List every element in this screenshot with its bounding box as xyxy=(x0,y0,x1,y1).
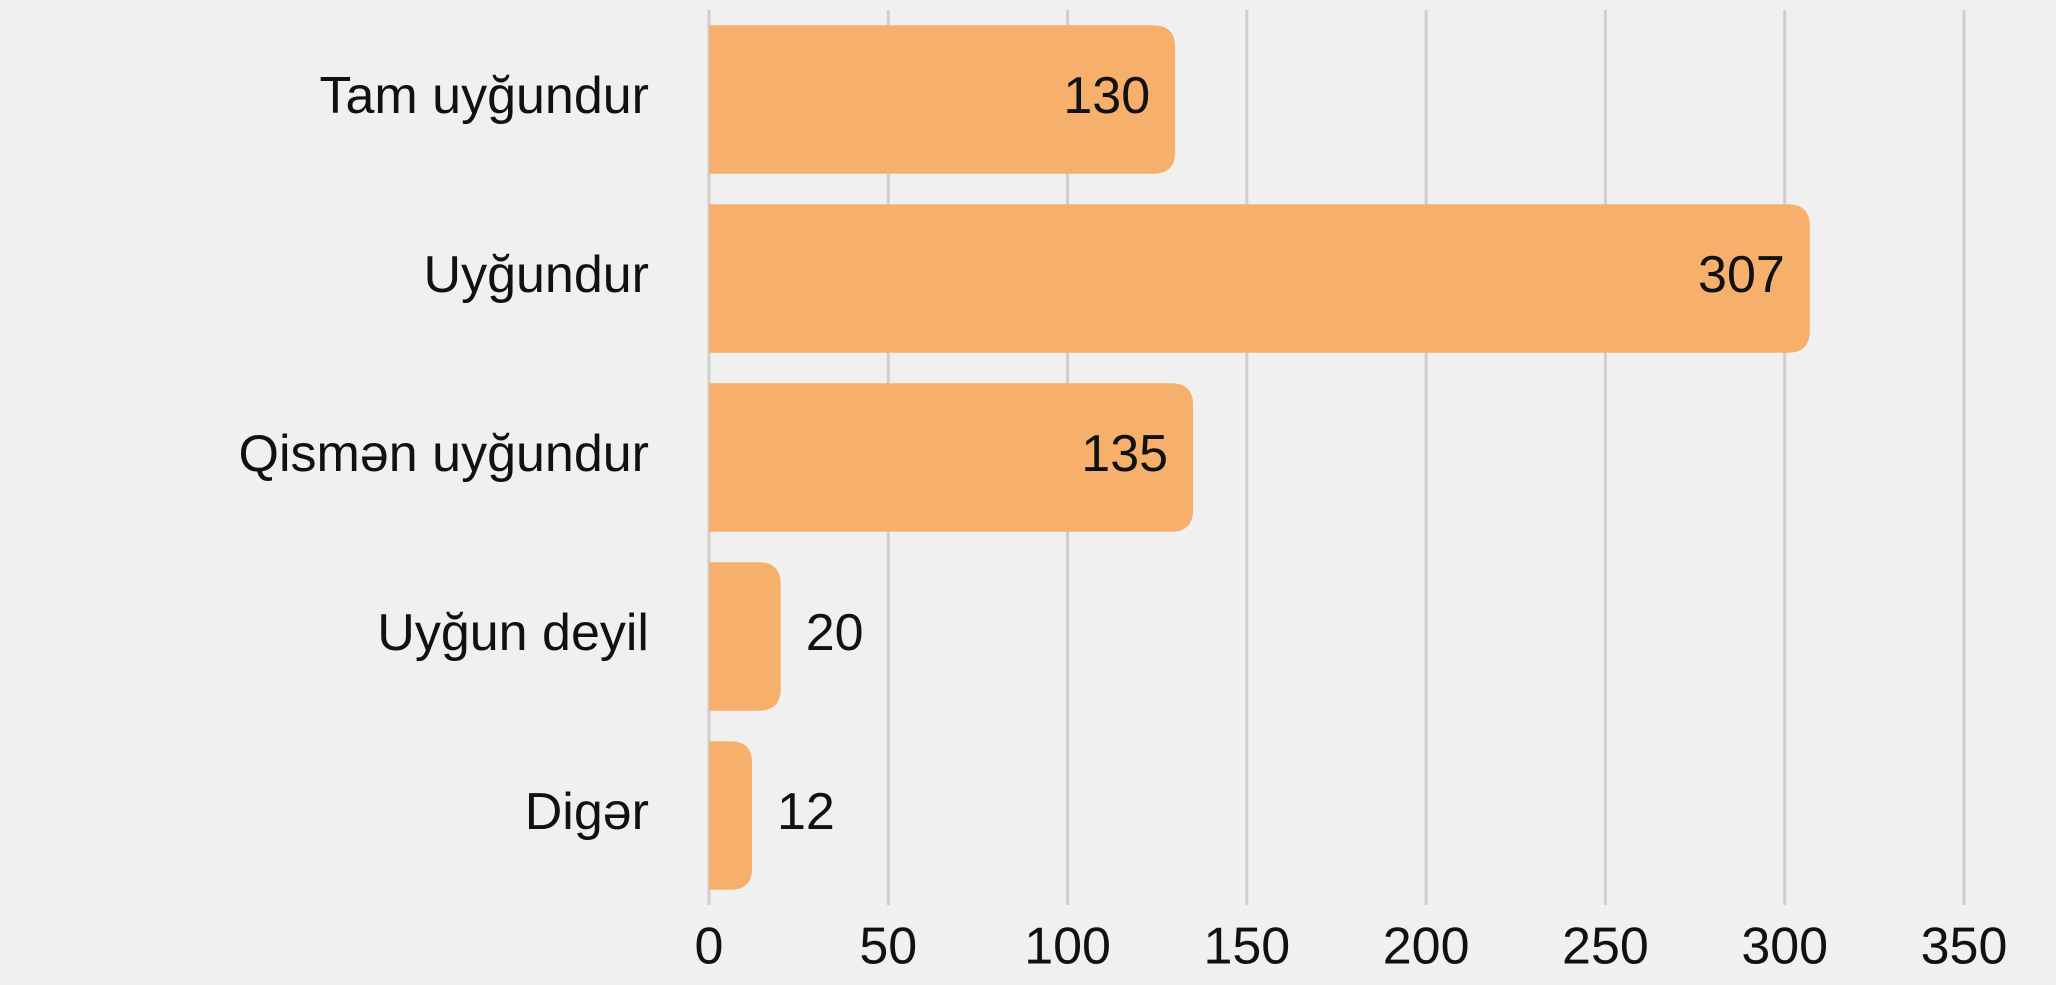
y-tick-label: Tam uyğundur xyxy=(319,67,649,125)
x-tick-label: 350 xyxy=(1921,918,2008,976)
value-label: 12 xyxy=(777,783,835,841)
bar xyxy=(709,562,781,711)
x-tick-label: 50 xyxy=(859,918,917,976)
bar xyxy=(709,25,1176,174)
value-label: 135 xyxy=(1081,425,1168,483)
value-label: 130 xyxy=(1063,67,1150,125)
y-tick-label: Uyğun deyil xyxy=(377,604,649,662)
bar xyxy=(709,204,1810,353)
value-label: 307 xyxy=(1698,246,1785,304)
x-tick-label: 200 xyxy=(1383,918,1470,976)
x-tick-label: 300 xyxy=(1741,918,1828,976)
bar xyxy=(709,383,1194,532)
value-label: 20 xyxy=(806,604,864,662)
x-tick-label: 0 xyxy=(695,918,724,976)
x-tick-label: 250 xyxy=(1562,918,1649,976)
x-tick-label: 150 xyxy=(1203,918,1290,976)
bar xyxy=(709,741,753,890)
x-tick-label: 100 xyxy=(1024,918,1111,976)
y-tick-label: Qismən uyğundur xyxy=(239,425,649,483)
y-tick-label: Digər xyxy=(525,783,649,841)
y-tick-label: Uyğundur xyxy=(424,246,649,304)
